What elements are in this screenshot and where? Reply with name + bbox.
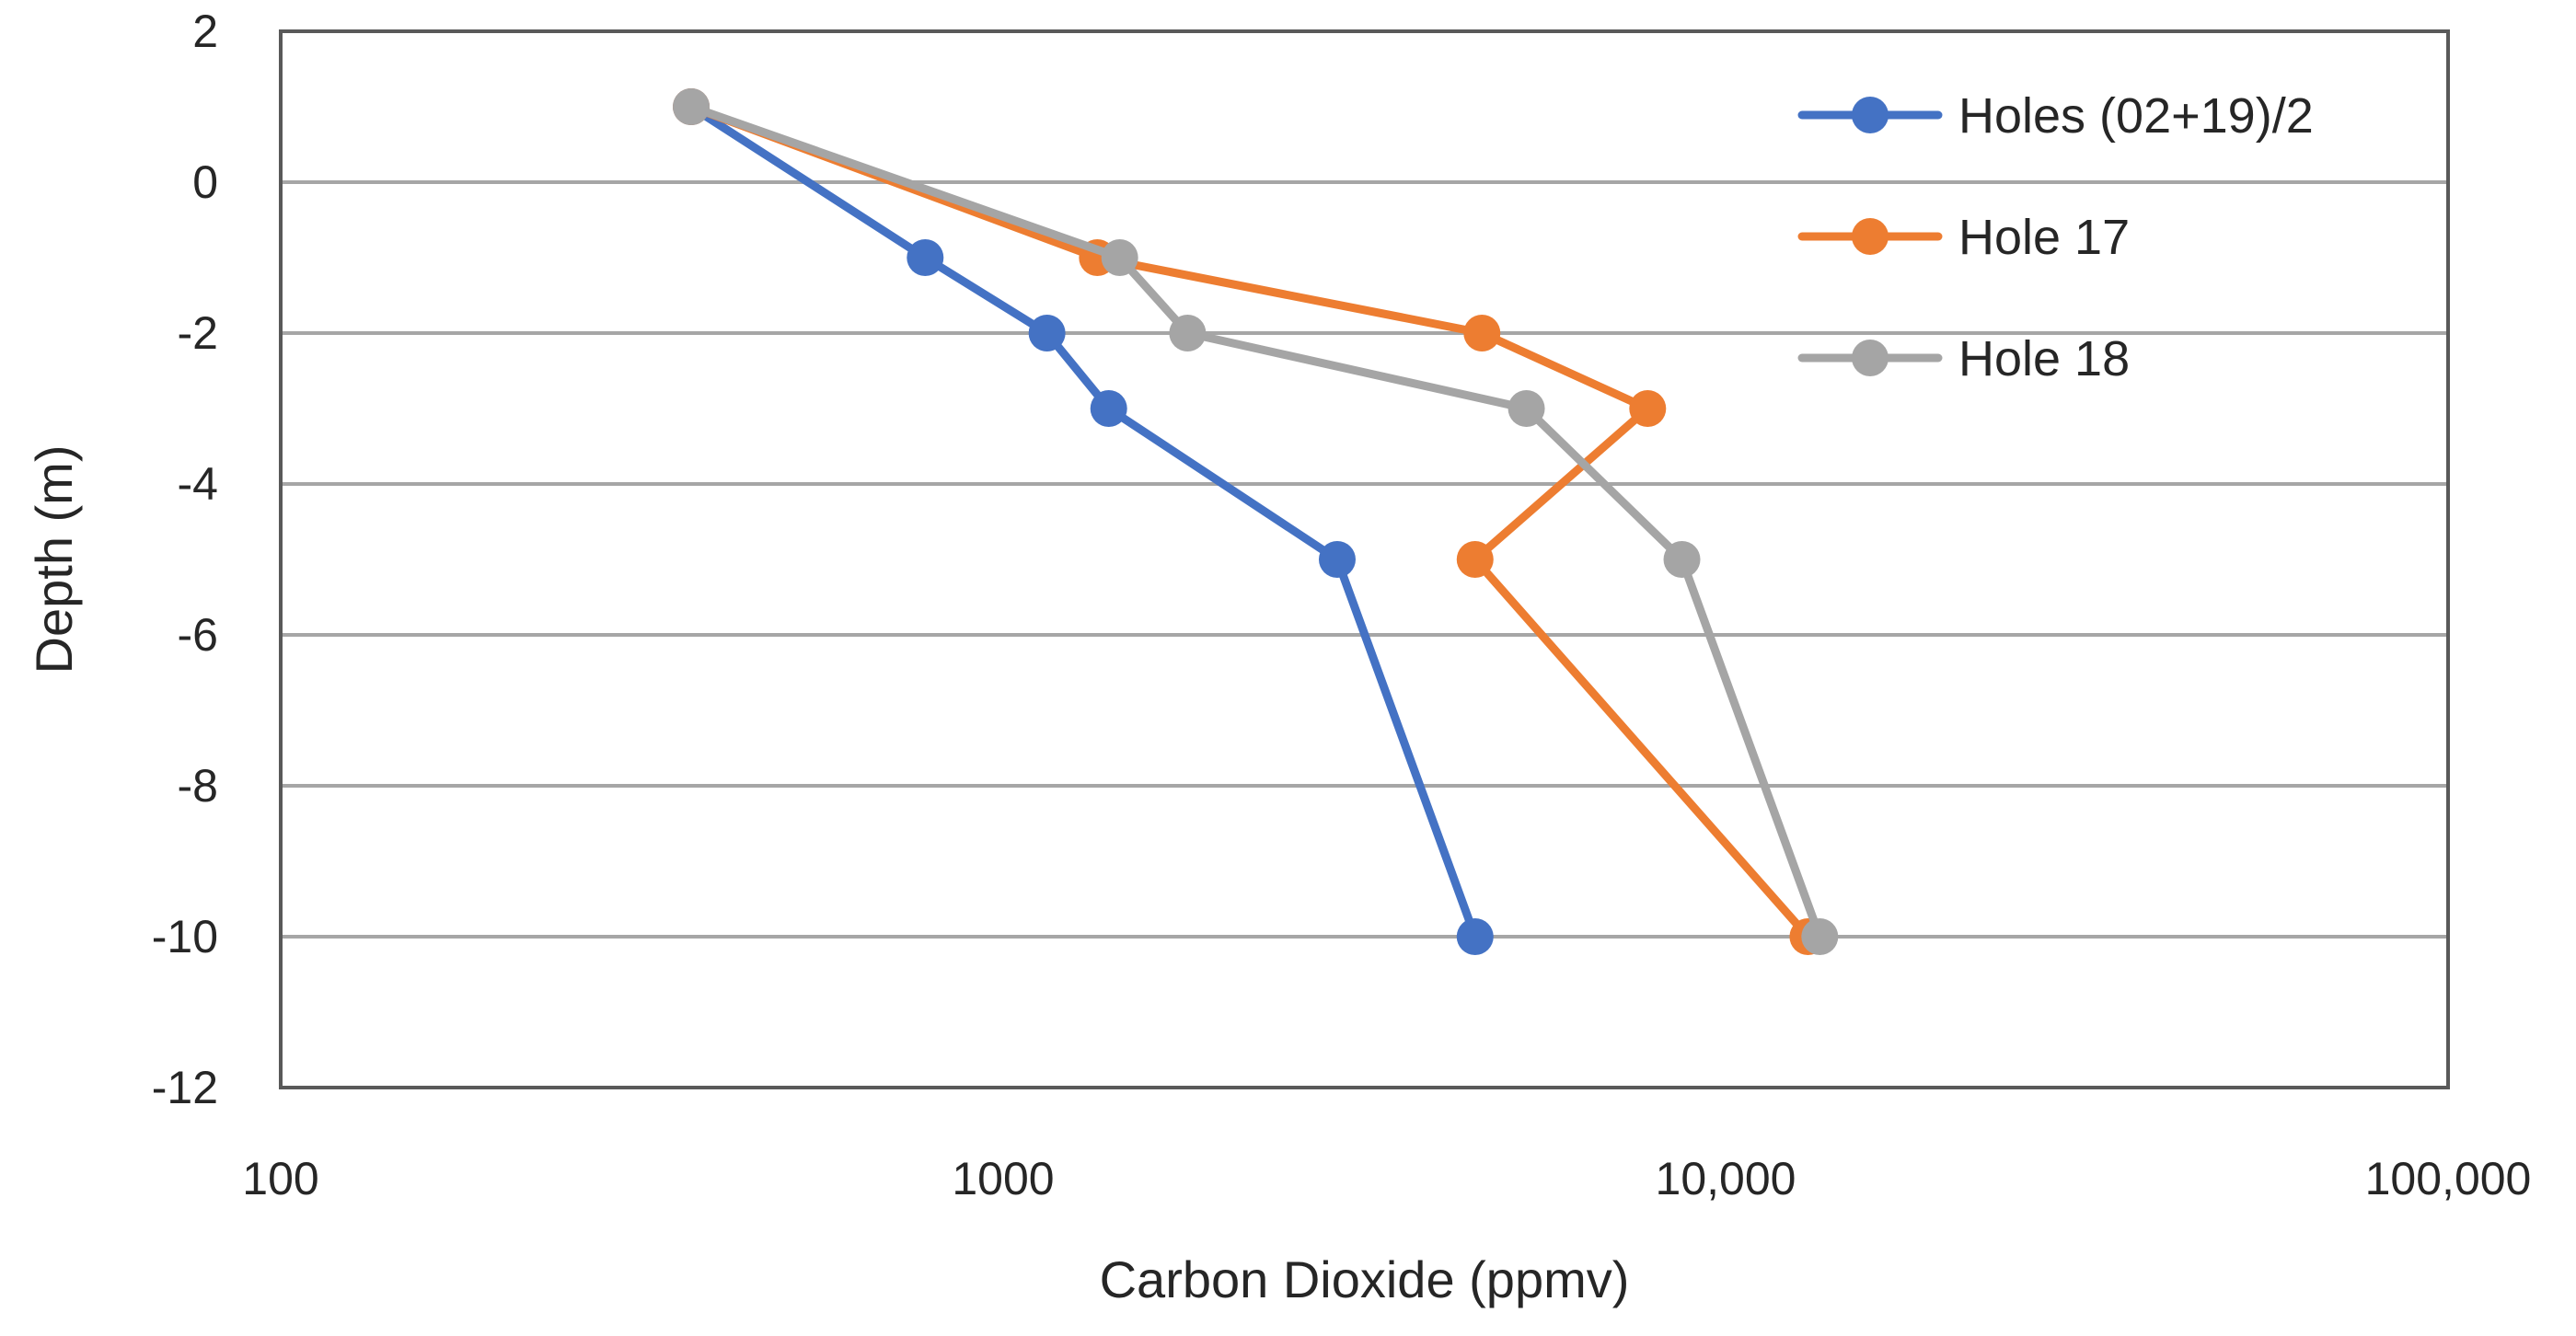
data-point <box>1463 315 1501 351</box>
series-3 <box>673 88 1839 955</box>
y-tick-label: -4 <box>178 458 218 510</box>
x-tick-label: 100 <box>242 1153 318 1204</box>
x-axis-tick-labels: 100 1000 10,000 100,000 <box>242 1153 2531 1204</box>
y-tick-label: -8 <box>178 760 218 812</box>
series-line <box>687 102 1480 941</box>
legend-marker <box>1852 340 1889 376</box>
series-line <box>687 102 1812 941</box>
legend-marker <box>1852 97 1889 133</box>
x-tick-label: 1000 <box>952 1153 1054 1204</box>
legend: Holes (02+19)/2 Hole 17 Hole 18 <box>1797 88 2314 386</box>
legend-label: Hole 17 <box>1958 210 2130 265</box>
data-point <box>1318 541 1356 578</box>
series-line <box>687 102 1824 941</box>
legend-item: Holes (02+19)/2 <box>1797 88 2314 144</box>
y-axis-tick-labels: 2 0 -2 -4 -6 -8 -10 -12 <box>152 6 218 1113</box>
x-tick-label: 10,000 <box>1656 1153 1796 1204</box>
data-point <box>1663 541 1701 578</box>
y-tick-label: 0 <box>192 156 218 208</box>
data-point <box>1507 390 1545 427</box>
legend-label: Hole 18 <box>1958 331 2130 386</box>
y-tick-label: -2 <box>178 307 218 359</box>
y-tick-label: -12 <box>152 1062 218 1113</box>
data-point <box>1090 390 1127 427</box>
data-point <box>673 88 710 125</box>
data-point <box>1629 390 1667 427</box>
x-tick-label: 100,000 <box>2365 1153 2532 1204</box>
data-point <box>907 239 944 276</box>
gridlines <box>281 180 2448 939</box>
legend-item: Hole 17 <box>1797 210 2130 265</box>
legend-label: Holes (02+19)/2 <box>1958 88 2314 144</box>
data-point <box>1028 315 1066 351</box>
x-axis-title: Carbon Dioxide (ppmv) <box>1100 1250 1630 1308</box>
y-tick-label: -6 <box>178 609 218 661</box>
data-point <box>1101 239 1138 276</box>
data-point <box>1456 541 1494 578</box>
data-point <box>1456 918 1494 955</box>
legend-item: Hole 18 <box>1797 331 2130 386</box>
data-point <box>1169 315 1207 351</box>
data-point <box>1801 918 1839 955</box>
series-layer <box>673 88 1839 955</box>
plot-area-frame <box>279 29 2450 1089</box>
series-1 <box>673 88 1494 955</box>
y-tick-label: 2 <box>192 6 218 57</box>
y-axis-title: Depth (m) <box>25 445 83 674</box>
y-tick-label: -10 <box>152 911 218 962</box>
legend-marker <box>1852 218 1889 255</box>
